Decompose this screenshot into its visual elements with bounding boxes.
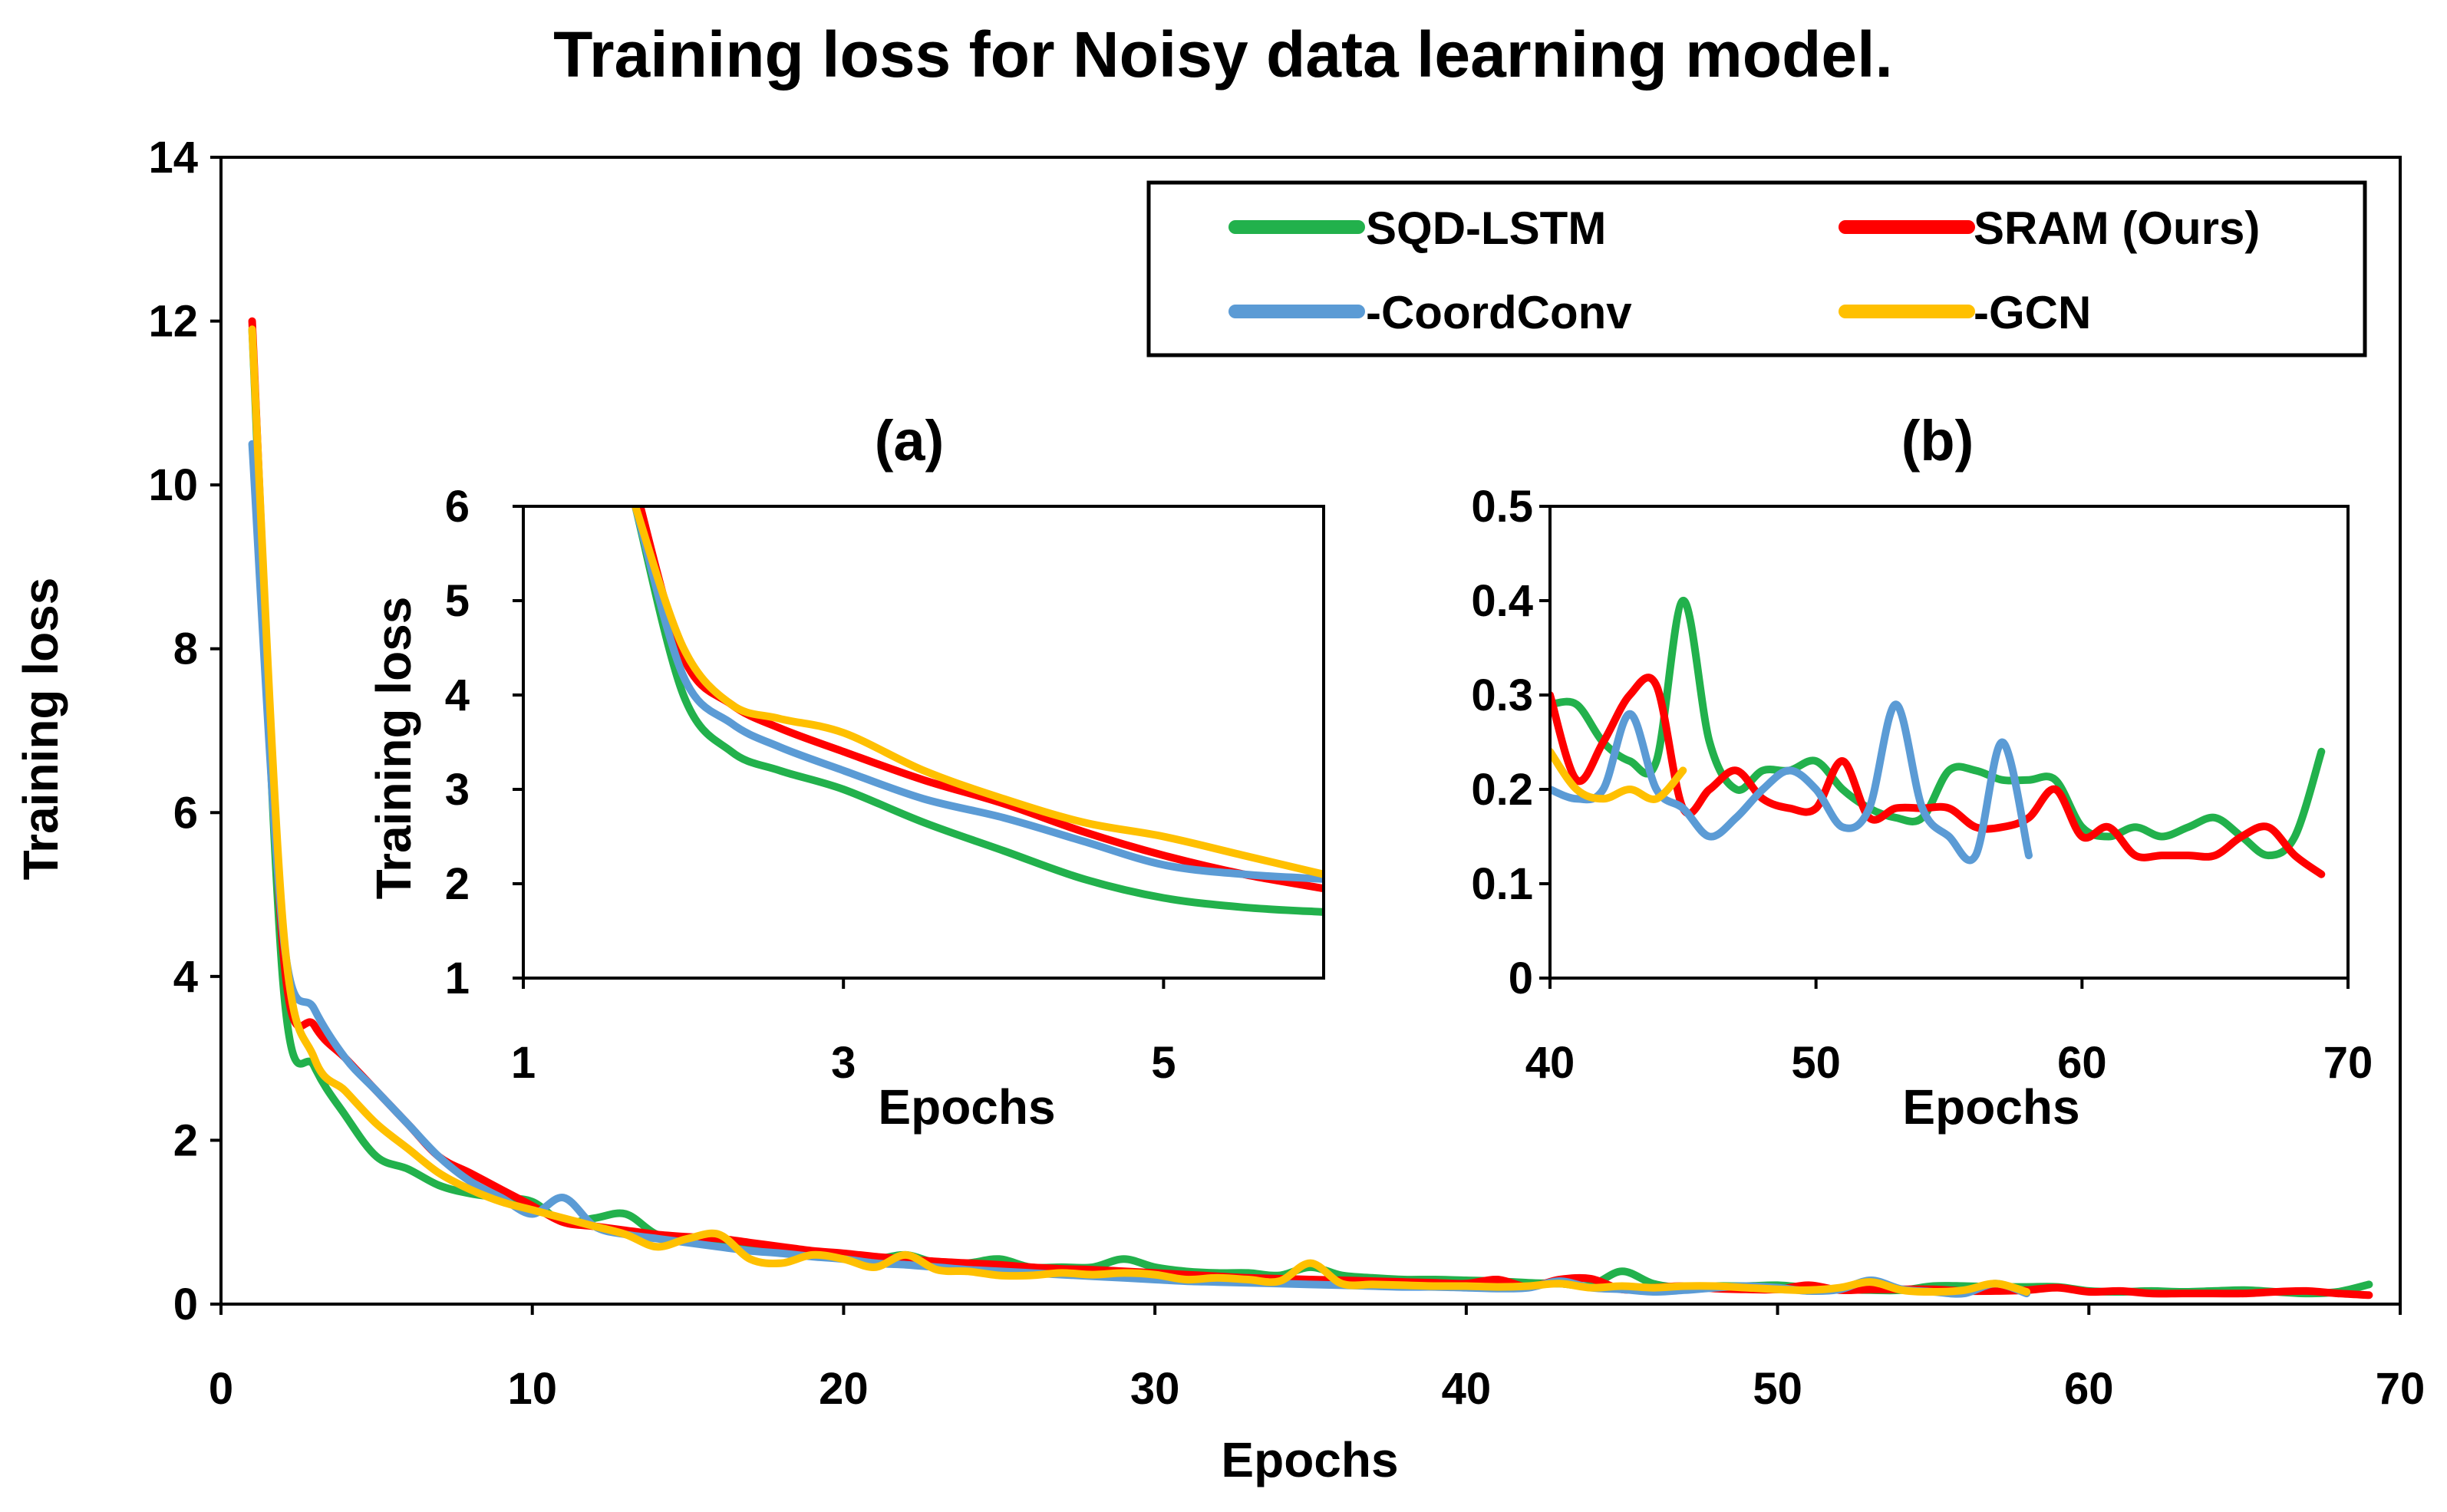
legend-label-gcn: -GCN <box>1974 287 2091 338</box>
main-series-gcn <box>248 325 2031 1296</box>
inset-a-y-axis-label: Training loss <box>366 597 421 900</box>
inset-a-y-tick-label: 6 <box>445 482 470 532</box>
inset-a-y-tick-label: 2 <box>445 859 470 909</box>
inset-a-series-gcn <box>632 506 1324 878</box>
main-y-tick-label: 4 <box>173 952 198 1002</box>
inset_b-series-group <box>1550 596 2326 878</box>
inset-b-x-tick-label: 40 <box>1525 1038 1575 1088</box>
inset-a-plot: 1 3 5 1 2 3 4 5 6 <box>445 482 1325 1088</box>
inset-b-series-sram-ours <box>1550 674 2326 878</box>
main-x-tick-label: 10 <box>507 1364 557 1414</box>
inset-b-y-tick-label: 0.1 <box>1471 859 1533 909</box>
legend-label-sqd-lstm: SQD-LSTM <box>1366 203 1606 254</box>
inset-a-series-sqd-lstm <box>632 506 1324 916</box>
inset-b-y-tick-label: 0.2 <box>1471 765 1533 815</box>
main-y-axis-label: Training loss <box>13 578 68 881</box>
inset-a-series-coordconv <box>632 506 1324 883</box>
main-y-tick-label: 2 <box>173 1115 198 1165</box>
inset-a-series-sram-ours <box>636 506 1324 893</box>
main-y-tick-label: 8 <box>173 624 198 674</box>
inset-b-x-tick-label: 70 <box>2323 1038 2373 1088</box>
inset-b-series-coordconv <box>1550 700 2033 865</box>
inset-a-y-tick-label: 5 <box>445 576 470 626</box>
chart-title: Training loss for Noisy data learning mo… <box>553 18 1893 91</box>
legend-frame <box>1146 180 2367 357</box>
inset-a-x-axis-label: Epochs <box>878 1079 1055 1135</box>
inset_a-series-group <box>632 506 1324 916</box>
main-plot-frame <box>219 156 2402 1306</box>
main-series-group <box>248 317 2373 1300</box>
inset-b-plot-frame <box>1548 505 2350 980</box>
main-y-tick-label: 12 <box>148 297 198 347</box>
main-x-tick-label: 0 <box>209 1364 233 1414</box>
inset-b-series-gcn <box>1550 747 1687 803</box>
main-x-tick-label: 60 <box>2064 1364 2114 1414</box>
main-x-tick-label: 30 <box>1130 1364 1180 1414</box>
inset-b-y-tick-label: 0.4 <box>1471 576 1533 626</box>
inset-b-y-tick-label: 0.5 <box>1471 482 1533 532</box>
inset-b-plot: 40 50 60 70 0 0.1 0.2 0.3 0.4 0.5 <box>1471 482 2373 1088</box>
inset-a-x-tick-label: 5 <box>1151 1038 1176 1088</box>
inset-a-title: (a) <box>875 409 944 473</box>
inset-b-x-tick-label: 60 <box>2057 1038 2107 1088</box>
inset-b-series-sqd-lstm <box>1550 596 2326 860</box>
inset-b-y-tick-label: 0 <box>1509 954 1533 1003</box>
main-x-tick-label: 70 <box>2376 1364 2426 1414</box>
inset-b-x-tick-label: 50 <box>1791 1038 1841 1088</box>
main-x-tick-label: 50 <box>1753 1364 1802 1414</box>
inset-b-y-tick-label: 0.3 <box>1471 670 1533 720</box>
inset-a-plot-frame <box>522 505 1325 980</box>
main-x-tick-label: 40 <box>1442 1364 1492 1414</box>
legend-label-sram: SRAM (Ours) <box>1974 203 2260 254</box>
inset-a-y-tick-label: 3 <box>445 765 470 815</box>
legend-label-coordconv: -CoordConv <box>1366 287 1632 338</box>
main-y-tick-label: 0 <box>173 1280 198 1329</box>
inset-a-x-tick-label: 3 <box>831 1038 856 1088</box>
main-y-tick-label: 14 <box>148 133 198 183</box>
inset-a-y-tick-label: 1 <box>445 954 470 1003</box>
main-y-tick-label: 10 <box>148 460 198 510</box>
legend: SQD-LSTM SRAM (Ours) -CoordConv -GCN <box>1146 180 2367 357</box>
main-x-axis-label: Epochs <box>1221 1432 1398 1487</box>
main-y-tick-label: 6 <box>173 788 198 838</box>
inset-a-y-tick-label: 4 <box>445 670 470 720</box>
inset-b-title: (b) <box>1901 409 1974 473</box>
main-x-tick-label: 20 <box>819 1364 869 1414</box>
inset-a-x-tick-label: 1 <box>511 1038 536 1088</box>
inset-b-x-axis-label: Epochs <box>1902 1079 2079 1135</box>
